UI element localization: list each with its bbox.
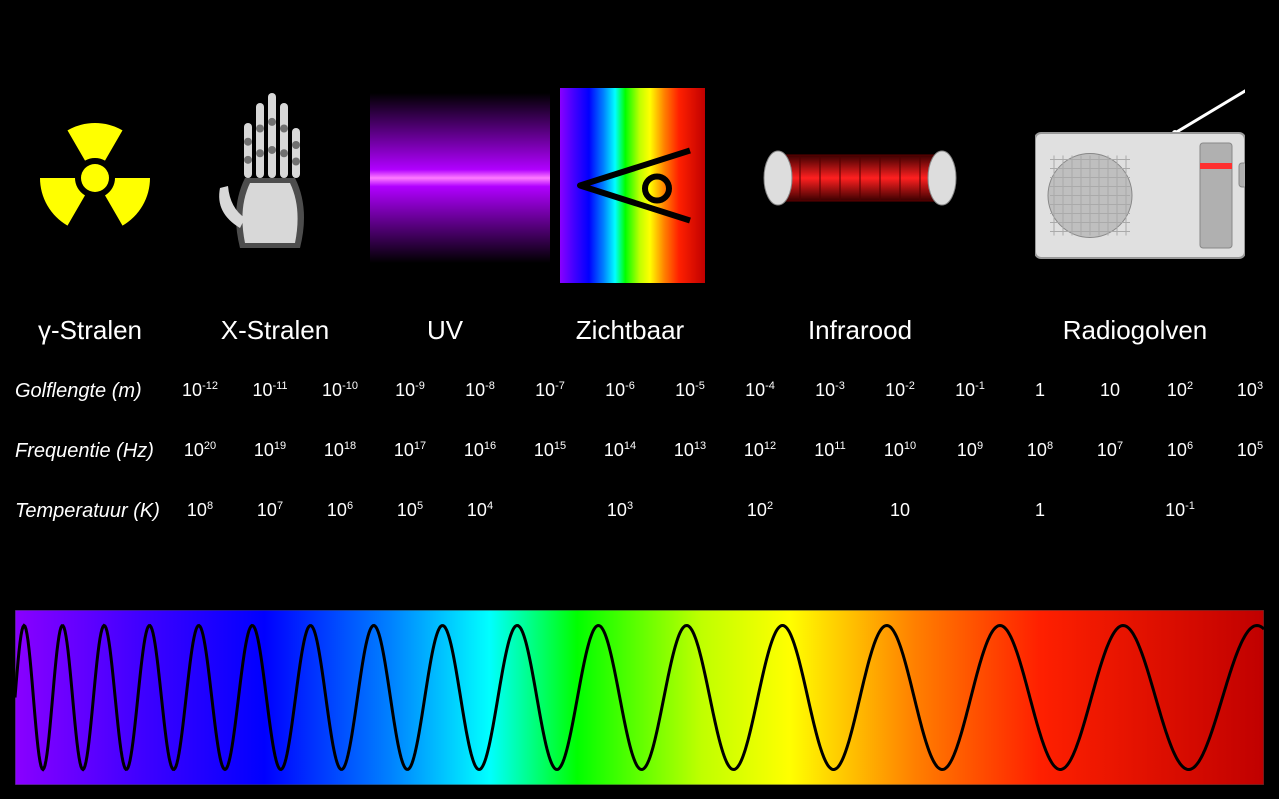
tick-0-6: 10-6 [605,380,635,401]
tick-1-6: 1014 [604,440,636,461]
tick-2-8: 102 [747,500,773,521]
tick-0-1: 10-11 [252,380,287,401]
panel-visible [560,88,705,283]
tick-1-3: 1017 [394,440,426,461]
tick-2-1: 107 [257,500,283,521]
scale-label-0: Golflengte (m) [15,380,142,403]
panel-xray [210,88,340,268]
label-radio: Radiogolven [1063,315,1208,346]
label-uv: UV [427,315,463,346]
tick-0-7: 10-5 [675,380,705,401]
spectrum-bar [15,610,1264,785]
tick-1-12: 108 [1027,440,1053,461]
tick-1-4: 1016 [464,440,496,461]
scale-label-1: Frequentie (Hz) [15,440,154,463]
tick-2-4: 104 [467,500,493,521]
tick-0-3: 10-9 [395,380,425,401]
tick-1-13: 107 [1097,440,1123,461]
tick-1-10: 1010 [884,440,916,461]
panel-ir [755,88,965,268]
scale-label-2: Temperatuur (K) [15,500,160,523]
tick-1-14: 106 [1167,440,1193,461]
tick-2-10: 10 [890,500,910,521]
label-gamma: γ-Stralen [38,315,142,346]
tick-1-7: 1013 [674,440,706,461]
tick-1-15: 105 [1237,440,1263,461]
tick-2-12: 1 [1035,500,1045,521]
label-visible: Zichtbaar [576,315,684,346]
tick-0-9: 10-3 [815,380,845,401]
tick-0-15: 103 [1237,380,1263,401]
tick-2-2: 106 [327,500,353,521]
tick-0-5: 10-7 [535,380,565,401]
panel-uv [370,88,550,268]
tick-2-3: 105 [397,500,423,521]
tick-0-8: 10-4 [745,380,775,401]
tick-1-8: 1012 [744,440,776,461]
tick-1-0: 1020 [184,440,216,461]
tick-1-2: 1018 [324,440,356,461]
tick-0-4: 10-8 [465,380,495,401]
tick-1-5: 1015 [534,440,566,461]
panel-gamma [20,88,170,268]
tick-0-12: 1 [1035,380,1045,401]
tick-0-14: 102 [1167,380,1193,401]
tick-2-6: 103 [607,500,633,521]
tick-1-11: 109 [957,440,983,461]
tick-2-14: 10-1 [1165,500,1195,521]
tick-1-9: 1011 [814,440,845,461]
tick-0-11: 10-1 [955,380,985,401]
tick-0-2: 10-10 [322,380,358,401]
label-ir: Infrarood [808,315,912,346]
label-xray: X-Stralen [221,315,329,346]
tick-0-10: 10-2 [885,380,915,401]
tick-2-0: 108 [187,500,213,521]
panel-radio [1035,88,1245,268]
tick-1-1: 1019 [254,440,286,461]
tick-0-13: 10 [1100,380,1120,401]
tick-0-0: 10-12 [182,380,218,401]
